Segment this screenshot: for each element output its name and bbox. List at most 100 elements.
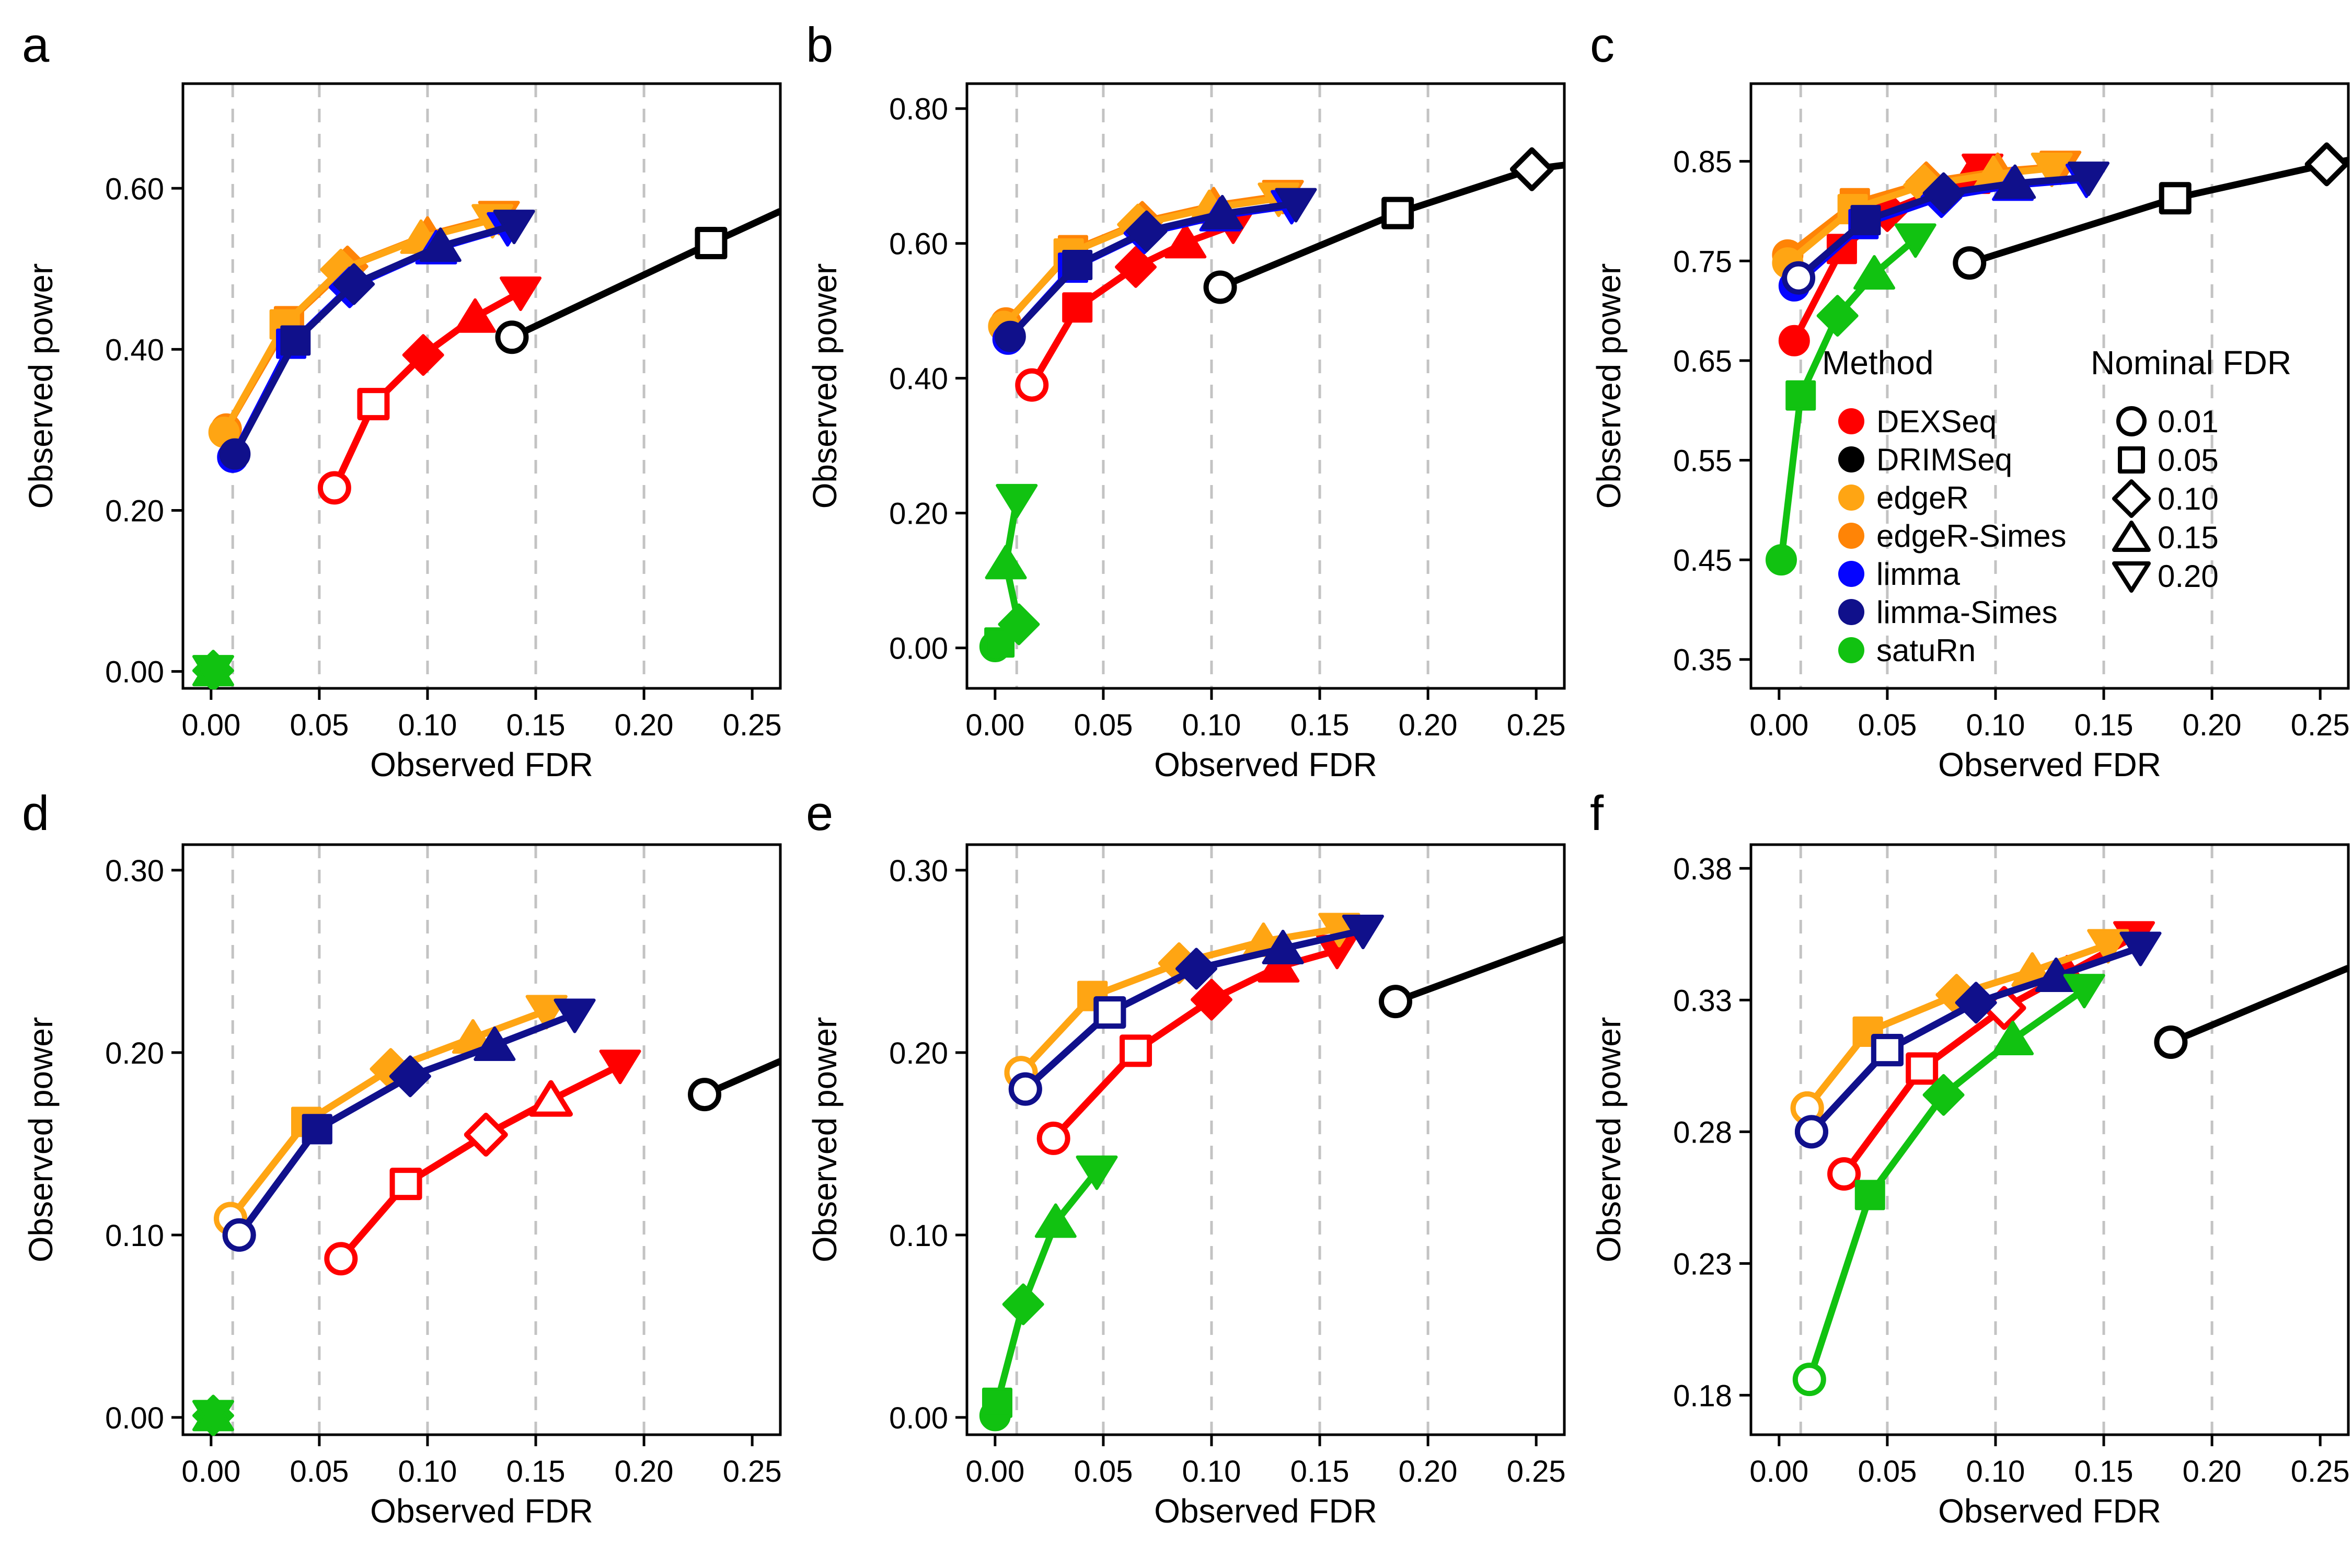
y-tick-label: 0.33 [1673, 984, 1732, 1018]
panel-e-chart: e 0.00 0.05 0.10 0.15 0.20 0.25 0.00 0.10 0.20 0.3… [806, 786, 1566, 1530]
x-tick-label: 0.15 [506, 708, 566, 742]
gridlines [231, 84, 645, 688]
series-line [236, 1011, 579, 1239]
marker-DRIMSeq-0.01 [1378, 985, 1412, 1019]
marker-satuRn-0.15 [1034, 1203, 1077, 1238]
x-tick-label: 0.05 [1074, 708, 1133, 742]
marker-DEXSeq-0.01 [1778, 325, 1810, 356]
x-tick-label: 0.10 [398, 708, 457, 742]
legend-shape-diamond [2112, 479, 2151, 518]
marker-DEXSeq-0.05 [389, 1168, 422, 1201]
marker-DRIMSeq-0.01 [1953, 246, 1987, 280]
panel-b: b 0.00 0.05 0.10 0.15 0.20 0.25 0.00 0.20 0.40 0.6… [784, 0, 1568, 784]
y-tick-label: 0.35 [1673, 643, 1732, 677]
y-axis-title: Observed power [1590, 1017, 1628, 1263]
series-limma [222, 998, 596, 1252]
series-DEXSeq [324, 1050, 641, 1276]
legend-swatch-satuRn [1838, 637, 1864, 663]
axes: 0.00 0.05 0.10 0.15 0.20 0.25 0.00 0.10 0.20 0.30… [22, 854, 782, 1530]
axes: 0.00 0.05 0.10 0.15 0.20 0.25 0.00 0.20 0.40 0.60… [22, 172, 782, 783]
x-tick-label: 0.15 [506, 1455, 566, 1489]
panel-c: c 0.00 0.05 0.10 0.15 0.20 0.25 0.35 0.45 0.55 0.6… [1568, 0, 2352, 784]
axes: 0.00 0.05 0.10 0.15 0.20 0.25 0.18 0.23 0.28 0.33… [1590, 852, 2350, 1530]
x-tick-label: 0.10 [1182, 708, 1241, 742]
marker-limma-Simes-0.15 [1994, 164, 2036, 199]
panel-d-chart: d 0.00 0.05 0.10 0.15 0.20 0.25 0.00 0.10 0.20 0.3… [22, 786, 782, 1530]
legend-fdr-label: 0.10 [2158, 481, 2219, 516]
gridlines [1799, 84, 2213, 688]
y-tick-label: 0.30 [889, 854, 948, 888]
panel-letter: e [806, 786, 833, 840]
marker-limma-Simes-0.10 [389, 1055, 431, 1098]
marker-satuRn-0.10 [1922, 1074, 1965, 1116]
series-line [236, 1011, 579, 1239]
x-tick-label: 0.05 [1858, 708, 1917, 742]
series-layer [192, 201, 781, 689]
marker-limma-Simes-0.15 [474, 1026, 516, 1061]
x-tick-label: 0.00 [965, 1455, 1024, 1489]
marker-DEXSeq-0.15 [1165, 224, 1207, 259]
marker-limma-Simes-0.15 [1262, 929, 1304, 964]
axes: 0.00 0.05 0.10 0.15 0.20 0.25 0.00 0.20 0.40 0.60… [806, 93, 1566, 783]
legend-fdr-label: 0.01 [2158, 404, 2219, 439]
marker-limma-Simes-0.01 [994, 320, 1026, 352]
plot-border [1749, 82, 2350, 690]
x-tick-label: 0.25 [1507, 708, 1566, 742]
series-layer [1765, 142, 2349, 576]
marker-DRIMSeq-0.01 [495, 320, 529, 354]
marker-limma-Simes-0.20 [1275, 188, 1317, 223]
series-limma [1794, 931, 2162, 1149]
marker-satuRn-0.20 [192, 1400, 234, 1435]
marker-DRIMSeq-0.05 [695, 227, 728, 260]
legend-shape-triangle-down [2112, 561, 2151, 593]
marker-DEXSeq-0.01 [1827, 1157, 1861, 1191]
marker-limma-Simes-0.05 [280, 325, 311, 356]
x-tick-label: 0.00 [965, 708, 1024, 742]
x-axis-title: Observed FDR [370, 746, 593, 783]
plot-border [965, 82, 1566, 690]
marker-satuRn-0.10 [1002, 1283, 1044, 1325]
marker-DEXSeq-0.15 [454, 298, 497, 333]
x-axis-title: Observed FDR [370, 1492, 593, 1530]
y-axis-title: Observed power [22, 263, 60, 509]
legend-swatch-edgeR [1838, 485, 1864, 511]
y-tick-label: 0.20 [889, 497, 948, 531]
series-layer [979, 913, 1565, 1432]
y-tick-label: 0.40 [889, 362, 948, 396]
x-tick-label: 0.25 [723, 708, 782, 742]
y-tick-label: 0.55 [1673, 444, 1732, 478]
y-tick-label: 0.00 [889, 632, 948, 666]
x-tick-label: 0.20 [2183, 1455, 2242, 1489]
y-tick-label: 0.60 [105, 172, 164, 206]
series-limma-Simes [222, 998, 596, 1252]
marker-limma-Simes-0.05 [1850, 205, 1881, 236]
marker-limma-Simes-0.05 [1062, 249, 1093, 280]
legend-method-label: DRIMSeq [1876, 442, 2012, 477]
marker-limma-Simes-0.01 [219, 438, 251, 470]
marker-satuRn-0.10 [1816, 295, 1859, 337]
axes: 0.00 0.05 0.10 0.15 0.20 0.25 0.00 0.10 0.20 0.30… [806, 854, 1566, 1530]
y-tick-label: 0.85 [1673, 145, 1732, 179]
marker-limma-Simes-0.01 [222, 1218, 256, 1252]
marker-DRIMSeq-0.05 [1381, 197, 1414, 229]
y-tick-label: 0.23 [1673, 1247, 1732, 1281]
gridlines [1015, 84, 1429, 688]
y-tick-label: 0.20 [889, 1036, 948, 1070]
marker-DEXSeq-0.10 [402, 334, 444, 376]
x-tick-label: 0.10 [1966, 1455, 2025, 1489]
marker-DEXSeq-0.20 [500, 276, 542, 312]
marker-limma-Simes-0.20 [1342, 915, 1384, 950]
series-limma-Simes [219, 210, 535, 470]
marker-satuRn-0.01 [1792, 1363, 1826, 1397]
marker-DEXSeq-0.15 [1258, 948, 1300, 983]
marker-satuRn-0.20 [192, 655, 234, 689]
y-tick-label: 0.10 [105, 1219, 164, 1253]
marker-limma-Simes-0.05 [1871, 1034, 1904, 1067]
series-DRIMSeq [1203, 147, 1565, 304]
marker-DEXSeq-0.10 [1115, 246, 1157, 288]
marker-limma-Simes-0.10 [1955, 982, 1997, 1024]
panel-letter: c [1590, 17, 1615, 72]
marker-DEXSeq-0.05 [357, 388, 390, 421]
panel-f: f 0.00 0.05 0.10 0.15 0.20 0.25 0.18 0.23 0.28 0.3… [1568, 784, 2352, 1568]
marker-satuRn-0.05 [1854, 1180, 1885, 1210]
